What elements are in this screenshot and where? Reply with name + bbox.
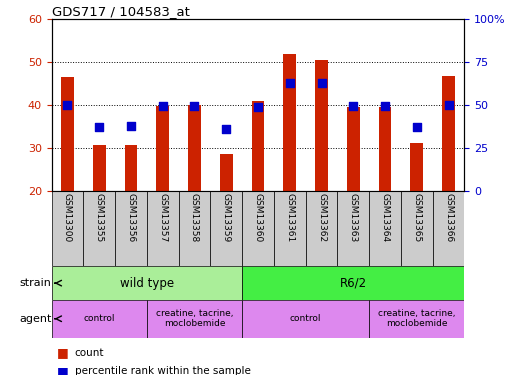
FancyBboxPatch shape — [274, 191, 305, 266]
FancyBboxPatch shape — [115, 191, 147, 266]
Bar — [283, 54, 296, 191]
Text: ■: ■ — [57, 365, 69, 375]
Text: GSM13358: GSM13358 — [190, 194, 199, 243]
Point — [95, 124, 103, 130]
Point — [190, 103, 199, 109]
Text: GDS717 / 104583_at: GDS717 / 104583_at — [52, 4, 189, 18]
Text: agent: agent — [19, 314, 52, 324]
Bar — [252, 101, 264, 191]
Point — [254, 104, 262, 110]
Text: wild type: wild type — [120, 277, 174, 290]
Bar — [379, 107, 391, 191]
FancyBboxPatch shape — [305, 191, 337, 266]
Point — [413, 124, 421, 130]
Text: percentile rank within the sample: percentile rank within the sample — [75, 366, 251, 375]
Text: ■: ■ — [57, 346, 69, 359]
Bar — [93, 145, 106, 191]
FancyBboxPatch shape — [179, 191, 211, 266]
Text: GSM13355: GSM13355 — [95, 194, 104, 243]
Point — [349, 103, 358, 109]
Text: GSM13363: GSM13363 — [349, 194, 358, 243]
Text: strain: strain — [20, 278, 52, 288]
FancyBboxPatch shape — [52, 300, 147, 338]
FancyBboxPatch shape — [242, 300, 369, 338]
FancyBboxPatch shape — [369, 191, 401, 266]
Point — [158, 103, 167, 109]
Bar — [125, 145, 137, 191]
Text: creatine, tacrine,
moclobemide: creatine, tacrine, moclobemide — [378, 309, 456, 328]
Text: GSM13357: GSM13357 — [158, 194, 167, 243]
Bar — [61, 77, 74, 191]
Bar — [188, 105, 201, 191]
Text: GSM13362: GSM13362 — [317, 194, 326, 243]
Bar — [347, 107, 360, 191]
Point — [381, 103, 389, 109]
Bar — [442, 76, 455, 191]
FancyBboxPatch shape — [432, 191, 464, 266]
Text: R6/2: R6/2 — [340, 277, 367, 290]
Text: GSM13365: GSM13365 — [412, 194, 421, 243]
FancyBboxPatch shape — [147, 300, 242, 338]
FancyBboxPatch shape — [337, 191, 369, 266]
FancyBboxPatch shape — [401, 191, 432, 266]
Text: GSM13360: GSM13360 — [253, 194, 263, 243]
FancyBboxPatch shape — [147, 191, 179, 266]
FancyBboxPatch shape — [52, 266, 242, 300]
FancyBboxPatch shape — [242, 191, 274, 266]
Bar — [156, 106, 169, 191]
Text: creatine, tacrine,
moclobemide: creatine, tacrine, moclobemide — [156, 309, 233, 328]
FancyBboxPatch shape — [211, 191, 242, 266]
Text: GSM13359: GSM13359 — [222, 194, 231, 243]
Point — [63, 102, 72, 108]
Text: GSM13361: GSM13361 — [285, 194, 294, 243]
FancyBboxPatch shape — [369, 300, 464, 338]
FancyBboxPatch shape — [52, 191, 84, 266]
Text: count: count — [75, 348, 104, 357]
Point — [286, 81, 294, 87]
Bar — [220, 154, 233, 191]
Point — [127, 123, 135, 129]
Point — [317, 81, 326, 87]
Text: control: control — [290, 314, 321, 323]
Bar — [410, 143, 423, 191]
Bar — [315, 60, 328, 191]
Text: GSM13366: GSM13366 — [444, 194, 453, 243]
Point — [222, 126, 230, 132]
Text: GSM13356: GSM13356 — [126, 194, 136, 243]
Text: control: control — [84, 314, 115, 323]
Text: GSM13300: GSM13300 — [63, 194, 72, 243]
FancyBboxPatch shape — [84, 191, 115, 266]
Text: GSM13364: GSM13364 — [380, 194, 390, 243]
FancyBboxPatch shape — [242, 266, 464, 300]
Point — [444, 102, 453, 108]
